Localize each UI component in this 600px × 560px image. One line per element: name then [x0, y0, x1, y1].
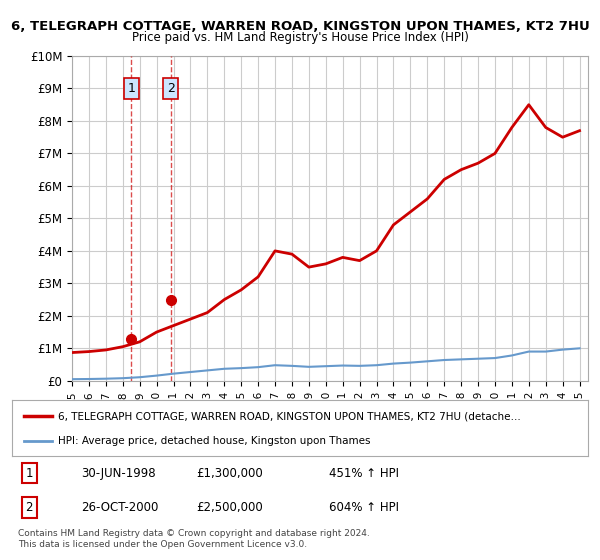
Text: Contains HM Land Registry data © Crown copyright and database right 2024.
This d: Contains HM Land Registry data © Crown c… — [18, 529, 370, 549]
Text: 1: 1 — [127, 82, 135, 95]
Text: £2,500,000: £2,500,000 — [196, 501, 263, 514]
Text: HPI: Average price, detached house, Kingston upon Thames: HPI: Average price, detached house, King… — [58, 436, 371, 446]
Text: 604% ↑ HPI: 604% ↑ HPI — [329, 501, 399, 514]
Text: 2: 2 — [26, 501, 33, 514]
Text: Price paid vs. HM Land Registry's House Price Index (HPI): Price paid vs. HM Land Registry's House … — [131, 31, 469, 44]
Text: 26-OCT-2000: 26-OCT-2000 — [81, 501, 158, 514]
Text: 6, TELEGRAPH COTTAGE, WARREN ROAD, KINGSTON UPON THAMES, KT2 7HU (detache…: 6, TELEGRAPH COTTAGE, WARREN ROAD, KINGS… — [58, 411, 521, 421]
Text: 30-JUN-1998: 30-JUN-1998 — [81, 467, 156, 480]
Text: 6, TELEGRAPH COTTAGE, WARREN ROAD, KINGSTON UPON THAMES, KT2 7HU: 6, TELEGRAPH COTTAGE, WARREN ROAD, KINGS… — [11, 20, 589, 32]
Text: 2: 2 — [167, 82, 175, 95]
Text: 1: 1 — [26, 467, 33, 480]
Text: 451% ↑ HPI: 451% ↑ HPI — [329, 467, 399, 480]
Text: £1,300,000: £1,300,000 — [196, 467, 263, 480]
